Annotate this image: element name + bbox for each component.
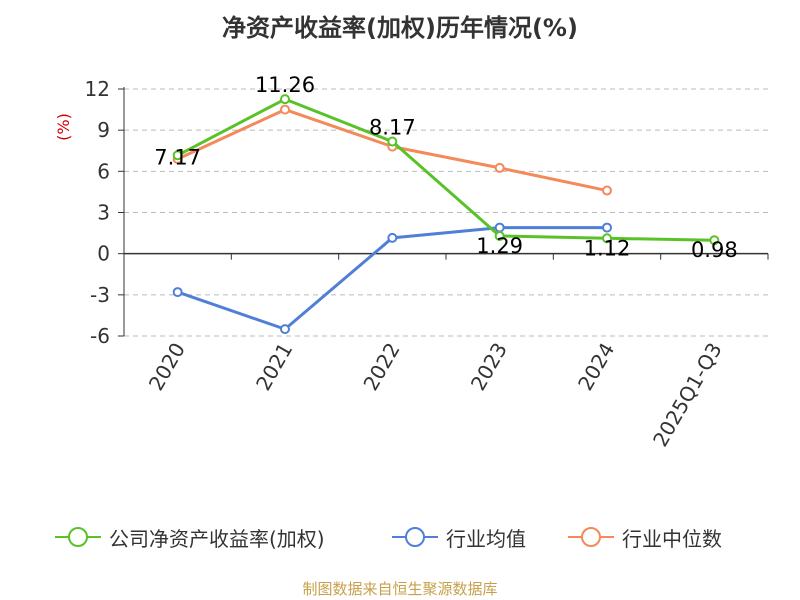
data-labels: 7.17 11.26 8.17 1.29 1.12 0.98 [154,73,737,262]
data-label: 7.17 [154,145,201,169]
legend-item-company[interactable]: 公司净资产收益率(加权) [55,524,325,551]
legend-label-company: 公司净资产收益率(加权) [109,526,325,551]
x-tick-label: 2024 [573,339,619,395]
data-label: 1.29 [476,234,523,258]
y-tick-label: 6 [97,159,110,183]
data-point-1 [387,232,398,243]
data-label: 8.17 [369,116,416,140]
data-label: 1.12 [584,236,631,260]
x-tick-label: 2025Q1-Q3 [648,339,727,451]
data-point-1 [602,222,612,233]
y-tick-label: 0 [97,242,110,266]
data-point-0 [280,94,290,105]
y-tick-label: 9 [97,118,110,142]
x-tick-label: 2020 [144,339,190,395]
grid-lines [124,88,768,337]
x-tick-label: 2021 [251,339,297,395]
x-tick-label: 2023 [466,338,512,394]
data-point-0 [602,233,612,244]
legend-marker-company [55,527,101,547]
data-point-0 [172,150,183,161]
y-tick-label: -6 [90,324,110,348]
y-tick-label: 3 [97,201,110,225]
chart-title: 净资产收益率(加权)历年情况(%) [222,14,578,42]
data-point-1 [494,222,505,233]
data-point-2 [280,104,290,115]
data-source-footer: 制图数据来自恒生聚源数据库 [302,580,498,598]
x-tick-label: 2022 [358,339,404,395]
legend-item-industry-median[interactable]: 行业中位数 [568,524,722,551]
legend-item-industry-mean[interactable]: 行业均值 [392,524,526,551]
data-point-2 [494,162,505,173]
series-line-0 [176,97,716,242]
data-point-1 [280,324,290,335]
legend-marker-industry-mean [392,527,438,547]
y-tick-label: -3 [90,283,110,307]
y-tick-label: 12 [85,77,110,101]
data-point-0 [387,136,398,147]
data-point-0 [494,230,505,241]
legend-label-industry-median: 行业中位数 [622,526,722,551]
legend-label-industry-mean: 行业均值 [446,526,526,551]
data-point-1 [172,287,183,298]
legend-marker-industry-median [568,527,614,547]
data-point-2 [602,185,612,196]
data-label: 11.26 [255,73,315,97]
series-layer [172,94,720,335]
data-label: 0.98 [691,238,738,262]
data-point-0 [709,235,720,246]
y-axis-label: (%) [54,113,73,141]
